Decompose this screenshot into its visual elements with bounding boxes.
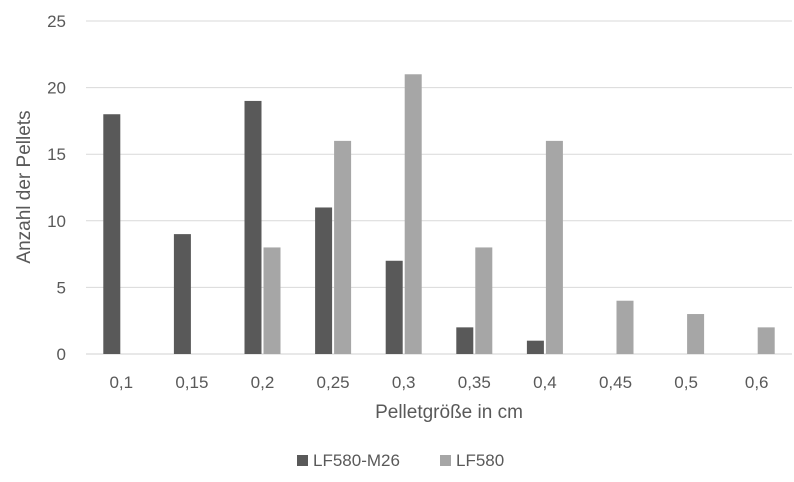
x-tick-label: 0,2	[251, 373, 275, 392]
legend-label: LF580-M26	[313, 451, 400, 470]
bar-series1	[103, 114, 121, 355]
x-tick-label: 0,3	[392, 373, 416, 392]
legend: LF580-M26 LF580	[297, 451, 504, 470]
x-tick-label: 0,25	[317, 373, 350, 392]
bar-series1	[315, 207, 333, 354]
bar-series2	[616, 300, 634, 354]
bars	[103, 74, 775, 355]
bar-series2	[404, 74, 422, 354]
x-axis-title: Pelletgröße in cm	[375, 402, 523, 423]
bar-series1	[173, 234, 191, 354]
y-tick-label: 15	[47, 145, 66, 164]
x-tick-label: 0,4	[533, 373, 557, 392]
bar-series1	[526, 340, 544, 354]
x-axis-ticks: 0,1 0,15 0,2 0,25 0,3 0,35 0,4 0,45 0,5 0,6	[109, 373, 768, 392]
y-axis-title: Anzahl der Pellets	[14, 110, 35, 263]
y-tick-label: 0	[57, 345, 66, 364]
bar-series2	[687, 314, 705, 354]
bar-series2	[757, 327, 775, 354]
legend-swatch	[440, 455, 451, 466]
bar-series2	[475, 247, 493, 354]
x-tick-label: 0,15	[175, 373, 208, 392]
y-tick-label: 25	[47, 12, 66, 31]
legend-swatch	[297, 455, 308, 466]
bar-series1	[244, 100, 262, 354]
legend-label: LF580	[456, 451, 504, 470]
x-tick-label: 0,1	[109, 373, 133, 392]
y-axis-ticks: 0 5 10 15 20 25	[47, 12, 66, 364]
bar-series1	[385, 260, 403, 354]
bar-series1	[456, 327, 474, 354]
x-tick-label: 0,35	[458, 373, 491, 392]
x-tick-label: 0,45	[599, 373, 632, 392]
bar-series2	[334, 140, 352, 354]
y-tick-label: 5	[57, 278, 66, 297]
x-tick-label: 0,6	[745, 373, 769, 392]
x-tick-label: 0,5	[674, 373, 698, 392]
y-tick-label: 20	[47, 79, 66, 98]
y-tick-label: 10	[47, 212, 66, 231]
gridlines	[86, 20, 792, 355]
bar-series2	[263, 247, 281, 354]
bar-series2	[545, 140, 563, 354]
